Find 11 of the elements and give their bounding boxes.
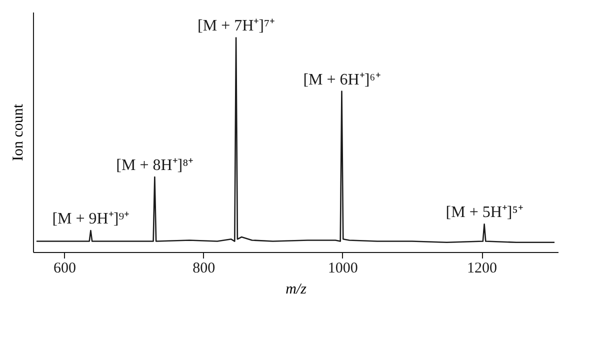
y-axis-title: Ion count <box>10 103 26 162</box>
annotation: [M + 5H⁺]⁵⁺ <box>446 204 523 222</box>
x-axis-title: m/z <box>286 282 307 298</box>
annotation: [M + 7H⁺]⁷⁺ <box>198 18 275 35</box>
annotation: [M + 6H⁺]⁶⁺ <box>303 71 380 88</box>
x-tick-label: 600 <box>54 260 76 276</box>
x-tick-label: 800 <box>192 260 216 276</box>
annotation: [M + 8H⁺]⁸⁺ <box>116 157 194 174</box>
x-tick-label: 1200 <box>467 260 498 276</box>
x-tick-label: 1000 <box>328 260 358 276</box>
annotation: [M + 9H⁺]⁹⁺ <box>52 210 130 228</box>
